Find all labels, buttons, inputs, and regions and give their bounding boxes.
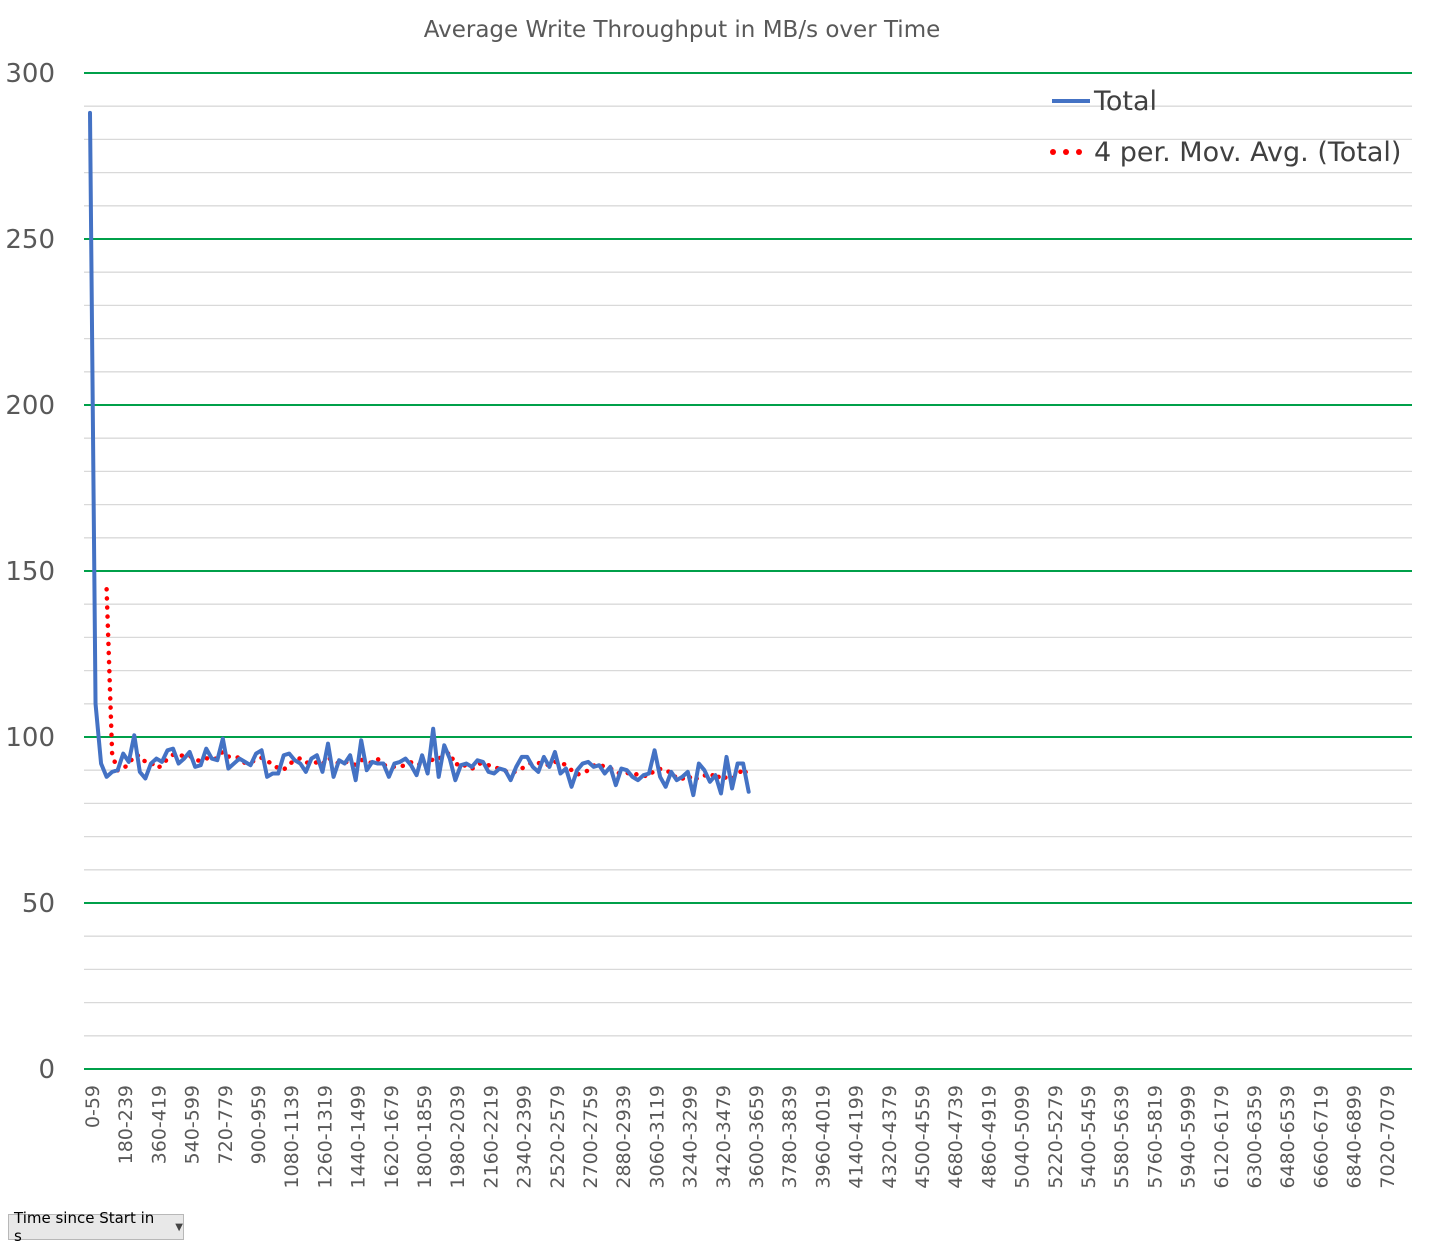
x-tick-label: 5220-5279 — [1045, 1085, 1067, 1189]
x-tick-label: 1440-1499 — [348, 1085, 370, 1189]
x-tick-label: 5760-5819 — [1144, 1085, 1166, 1189]
x-tick-label: 6660-6719 — [1310, 1085, 1332, 1189]
x-tick-label: 2160-2219 — [480, 1085, 502, 1189]
x-tick-label: 4140-4199 — [846, 1085, 868, 1189]
legend-dot — [1076, 149, 1082, 155]
gridlines — [84, 72, 1412, 1070]
x-tick-label: 2340-2399 — [514, 1085, 536, 1189]
y-tick-label: 100 — [5, 723, 55, 753]
x-tick-label: 2700-2759 — [580, 1085, 602, 1189]
field-button-label: Time since Start in s — [14, 1209, 155, 1245]
x-tick-label: 540-599 — [182, 1085, 204, 1164]
series-layer — [88, 110, 751, 798]
chart-title: Average Write Throughput in MB/s over Ti… — [424, 17, 941, 43]
dropdown-arrow-icon: ▼ — [175, 1221, 183, 1233]
x-tick-label: 4860-4919 — [978, 1085, 1000, 1189]
x-tick-label: 3240-3299 — [680, 1085, 702, 1189]
x-tick-label: 3780-3839 — [779, 1085, 801, 1189]
x-tick-label: 1260-1319 — [314, 1085, 336, 1189]
x-tick-label: 1620-1679 — [381, 1085, 403, 1189]
x-tick-label: 6120-6179 — [1211, 1085, 1233, 1189]
x-tick-label: 6480-6539 — [1277, 1085, 1299, 1189]
legend-dot — [1050, 149, 1056, 155]
x-tick-label: 4680-4739 — [945, 1085, 967, 1189]
legend-label-moving-average: 4 per. Mov. Avg. (Total) — [1094, 137, 1401, 168]
x-tick-label: 3600-3659 — [746, 1085, 768, 1189]
y-tick-label: 50 — [22, 889, 55, 919]
y-tick-label: 150 — [5, 557, 55, 587]
legend-dot — [1063, 149, 1069, 155]
x-tick-label: 1800-1859 — [414, 1085, 436, 1189]
x-tick-label: 4320-4379 — [879, 1085, 901, 1189]
x-tick-label: 1980-2039 — [447, 1085, 469, 1189]
x-tick-label: 5580-5639 — [1111, 1085, 1133, 1189]
x-tick-label: 3960-4019 — [812, 1085, 834, 1189]
x-tick-label: 2880-2939 — [613, 1085, 635, 1189]
x-axis-ticks: 0-59 180-239 360-419 540-599 720-779 900-959 1… — [82, 1085, 1399, 1189]
x-tick-label: 180-239 — [115, 1085, 137, 1164]
y-tick-label: 250 — [5, 225, 55, 255]
x-tick-label: 2520-2579 — [547, 1085, 569, 1189]
y-tick-label: 300 — [5, 59, 55, 89]
legend[interactable]: Total 4 per. Mov. Avg. (Total) — [1050, 86, 1401, 168]
y-axis-ticks: 0 50 100 150 200 250 300 — [5, 59, 55, 1085]
x-tick-label: 4500-4559 — [912, 1085, 934, 1189]
x-tick-label: 5040-5099 — [1012, 1085, 1034, 1189]
x-tick-label: 6300-6359 — [1244, 1085, 1266, 1189]
series-line-total — [88, 110, 751, 798]
legend-label-total: Total — [1093, 86, 1157, 117]
x-tick-label: 5400-5459 — [1078, 1085, 1100, 1189]
y-tick-label: 0 — [38, 1055, 55, 1085]
x-tick-label: 0-59 — [82, 1085, 104, 1128]
x-tick-label: 7020-7079 — [1377, 1085, 1399, 1189]
x-tick-label: 3420-3479 — [713, 1085, 735, 1189]
x-tick-label: 360-419 — [148, 1085, 170, 1164]
x-tick-label: 6840-6899 — [1344, 1085, 1366, 1189]
x-tick-label: 3060-3119 — [646, 1085, 668, 1189]
x-tick-label: 1080-1139 — [281, 1085, 303, 1189]
time-field-filter-button[interactable]: Time since Start in s ▼ — [8, 1209, 184, 1245]
x-tick-label: 720-779 — [215, 1085, 237, 1164]
x-tick-label: 5940-5999 — [1178, 1085, 1200, 1189]
legend-swatch-moving-average — [1050, 149, 1082, 155]
y-tick-label: 200 — [5, 391, 55, 421]
x-tick-label: 900-959 — [248, 1085, 270, 1164]
